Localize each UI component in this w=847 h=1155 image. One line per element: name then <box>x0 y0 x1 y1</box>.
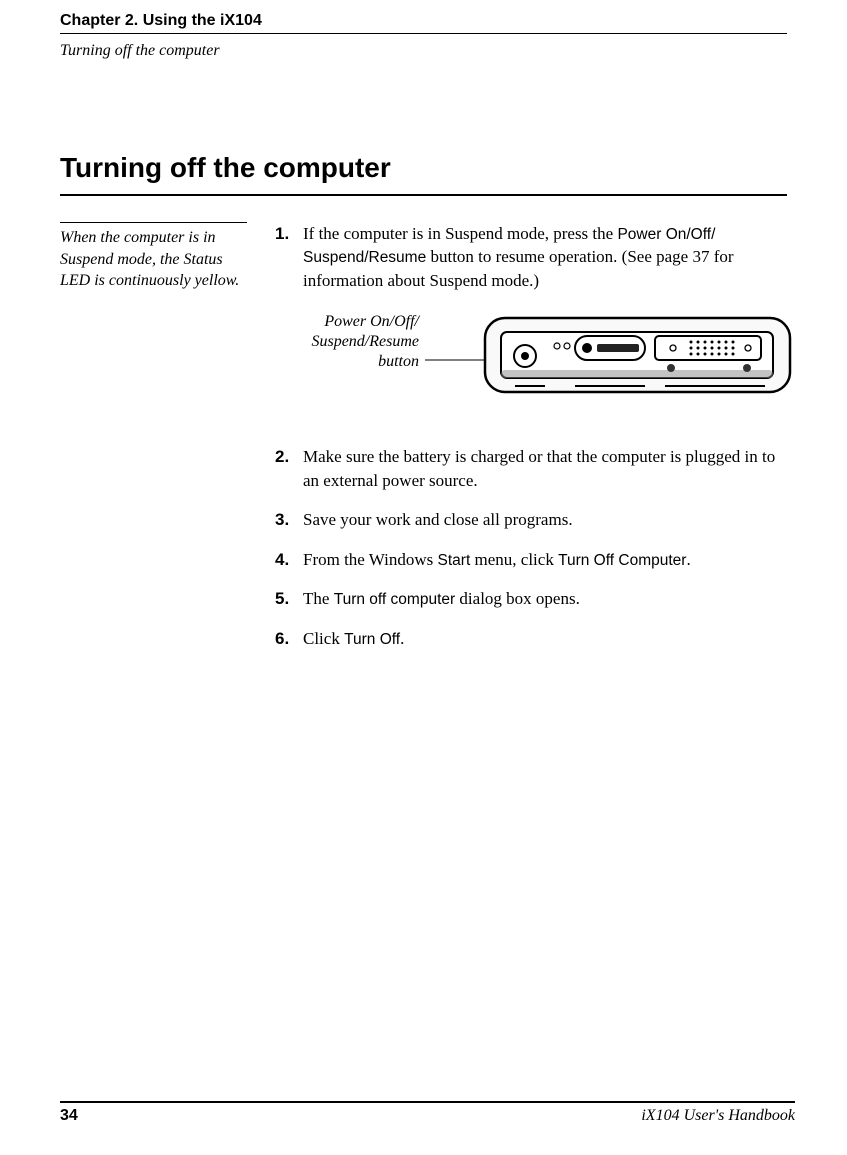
sidebar: When the computer is in Suspend mode, th… <box>60 222 275 666</box>
step-text-pre: The <box>303 589 334 608</box>
step-text-sans2: Turn Off Computer <box>558 552 686 569</box>
step-text: From the Windows Start menu, click Turn … <box>303 548 795 571</box>
step-text-pre: If the computer is in Suspend mode, pres… <box>303 224 617 243</box>
sidebar-note: When the computer is in Suspend mode, th… <box>60 222 247 292</box>
step-text-pre: From the Windows <box>303 550 438 569</box>
step-text-mid: dialog box opens. <box>455 589 580 608</box>
page-number: 34 <box>60 1107 78 1125</box>
step-number: 5. <box>275 587 303 610</box>
step-text: Click Turn Off. <box>303 627 795 650</box>
step-4: 4. From the Windows Start menu, click Tu… <box>275 548 795 571</box>
step-text: The Turn off computer dialog box opens. <box>303 587 795 610</box>
step-2: 2. Make sure the battery is charged or t… <box>275 445 795 492</box>
step-number: 6. <box>275 627 303 650</box>
step-number: 3. <box>275 508 303 531</box>
step-text-mid: menu, click <box>470 550 558 569</box>
page-header: Chapter 2. Using the iX104 <box>60 12 787 34</box>
step-text-sans: Start <box>438 552 471 569</box>
device-figure: Power On/Off/ Suspend/Resume button <box>275 312 795 409</box>
step-text-sans: Turn Off <box>344 631 400 648</box>
step-text-mid: . <box>400 629 404 648</box>
label-line1: Power On/Off/ <box>324 313 419 330</box>
device-figure-label: Power On/Off/ Suspend/Resume button <box>275 312 425 372</box>
step-1: 1. If the computer is in Suspend mode, p… <box>275 222 795 292</box>
step-text: If the computer is in Suspend mode, pres… <box>303 222 795 292</box>
step-text-pre: Click <box>303 629 344 648</box>
content-area: When the computer is in Suspend mode, th… <box>60 222 787 666</box>
chapter-title: Chapter 2. Using the iX104 <box>60 12 787 33</box>
step-3: 3. Save your work and close all programs… <box>275 508 795 531</box>
section-heading: Turning off the computer <box>60 152 787 196</box>
step-text: Save your work and close all programs. <box>303 508 795 531</box>
handbook-title: iX104 User's Handbook <box>641 1107 795 1125</box>
step-number: 4. <box>275 548 303 571</box>
main-content: 1. If the computer is in Suspend mode, p… <box>275 222 795 666</box>
page-footer: 34 iX104 User's Handbook <box>60 1101 795 1125</box>
step-number: 2. <box>275 445 303 492</box>
section-subtitle: Turning off the computer <box>60 34 787 60</box>
step-5: 5. The Turn off computer dialog box open… <box>275 587 795 610</box>
device-illustration <box>425 312 795 409</box>
step-text-post: . <box>686 550 690 569</box>
step-number: 1. <box>275 222 303 292</box>
step-text-sans: Turn off computer <box>334 591 455 608</box>
step-text: Make sure the battery is charged or that… <box>303 445 795 492</box>
label-line3: button <box>378 353 419 370</box>
step-6: 6. Click Turn Off. <box>275 627 795 650</box>
label-line2: Suspend/Resume <box>311 333 419 350</box>
